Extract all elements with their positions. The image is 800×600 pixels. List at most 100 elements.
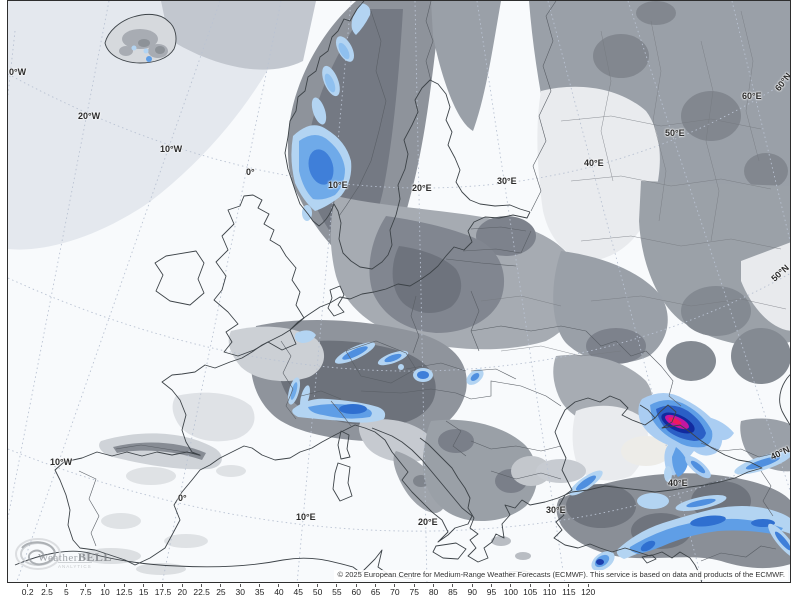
- tick-label: 17.5: [154, 587, 172, 597]
- colorbar-tick: 17.5: [153, 584, 172, 597]
- graticule-label: 20°E: [412, 183, 432, 193]
- colorbar-scale: 0.2 2.5 5 7.5 10 12.5 15 17.5 20 22.5 25…: [18, 584, 598, 597]
- tick-mark: [162, 584, 164, 587]
- tick-mark: [510, 584, 512, 587]
- colorbar-tick: 75: [405, 584, 424, 597]
- tick-label: 0.2: [21, 587, 34, 597]
- weatherbell-logo: WeatherBELL ANALYTICS: [12, 534, 111, 576]
- colorbar-tick: 120: [579, 584, 598, 597]
- tick-label: 22.5: [193, 587, 210, 597]
- tick-mark: [375, 584, 377, 587]
- tick-label: 120: [581, 587, 596, 597]
- colorbar-tick: 85: [443, 584, 462, 597]
- tick-label: 7.5: [79, 587, 92, 597]
- tick-label: 25: [216, 587, 226, 597]
- graticule-label: 30°E: [497, 176, 517, 186]
- colorbar-tick: 80: [424, 584, 443, 597]
- tick-mark: [220, 584, 222, 587]
- tick-label: 15: [138, 587, 149, 597]
- tick-mark: [239, 584, 241, 587]
- tick-mark: [259, 584, 261, 587]
- colorbar-tick: 95: [482, 584, 501, 597]
- europe-weather-map: 0°W 20°W 10°W 0° 10°E 20°E 30°E 40°E 50°E 60°E 60°…: [7, 0, 791, 583]
- tick-mark: [317, 584, 319, 587]
- colorbar-tick: 7.5: [76, 584, 95, 597]
- tick-label: 110: [542, 587, 557, 597]
- graticule-label: 60°E: [742, 91, 762, 101]
- tick-label: 65: [370, 587, 381, 597]
- tick-label: 12.5: [116, 587, 133, 597]
- tick-label: 60: [351, 587, 361, 597]
- intense-precip-cell: [638, 393, 734, 479]
- tick-label: 70: [390, 587, 400, 597]
- colorbar-tick: 115: [559, 584, 578, 597]
- graticule-label: 20°W: [78, 111, 101, 121]
- tick-label: 30: [235, 587, 245, 597]
- colorbar-tick: 25: [211, 584, 230, 597]
- tick-label: 95: [486, 587, 497, 597]
- tick-mark: [529, 584, 531, 587]
- tick-mark: [433, 584, 435, 587]
- colorbar-tick: 2.5: [37, 584, 56, 597]
- tick-label: 85: [448, 587, 458, 597]
- cloud-shading: [8, 1, 790, 575]
- colorbar-tick: 55: [327, 584, 346, 597]
- tick-mark: [452, 584, 454, 587]
- colorbar-tick: 10: [95, 584, 114, 597]
- tick-mark: [27, 584, 29, 587]
- tick-label: 80: [428, 587, 439, 597]
- country-borders: [78, 1, 777, 562]
- tick-mark: [355, 584, 357, 587]
- colorbar-tick: 22.5: [192, 584, 211, 597]
- colorbar-tick: 12.5: [115, 584, 134, 597]
- graticule-label: 0°W: [9, 67, 27, 77]
- tick-label: 5: [63, 587, 69, 597]
- graticule-label: 10°W: [160, 144, 183, 154]
- tick-mark: [491, 584, 493, 587]
- tick-label: 115: [562, 587, 576, 597]
- weatherbell-swirl-icon: [15, 538, 61, 570]
- ecmwf-attribution: © 2025 European Centre for Medium-Range …: [334, 570, 788, 580]
- tick-mark: [65, 584, 67, 587]
- graticule-label: 10°E: [328, 180, 348, 190]
- tick-label: 75: [409, 587, 419, 597]
- graticule-label: 0°: [246, 167, 255, 177]
- coastlines: [14, 1, 790, 582]
- tick-label: 100: [503, 587, 518, 597]
- tick-mark: [201, 584, 203, 587]
- graticule-label: 50°E: [665, 128, 685, 138]
- colorbar-tick: 60: [347, 584, 366, 597]
- colorbar-tick: 20: [173, 584, 192, 597]
- tick-mark: [85, 584, 87, 587]
- tick-mark: [587, 584, 589, 587]
- tick-mark: [549, 584, 551, 587]
- tick-label: 105: [523, 587, 538, 597]
- colorbar-tick: 70: [385, 584, 404, 597]
- tick-mark: [471, 584, 473, 587]
- colorbar-tick: 0.2: [18, 584, 37, 597]
- tick-mark: [394, 584, 396, 587]
- colorbar-tick: 110: [540, 584, 559, 597]
- graticule-label: 10°E: [296, 512, 316, 522]
- graticule-label: 10°W: [50, 457, 73, 467]
- tick-mark: [123, 584, 125, 587]
- colorbar-tick: 5: [57, 584, 76, 597]
- tick-mark: [278, 584, 280, 587]
- colorbar-tick: 40: [269, 584, 288, 597]
- tick-label: 40: [274, 587, 284, 597]
- admin-borders: [480, 10, 787, 357]
- tick-label: 55: [332, 587, 342, 597]
- graticule-label: 0°: [178, 493, 187, 503]
- colorbar-tick: 50: [308, 584, 327, 597]
- precipitation-areas: [131, 3, 790, 571]
- tick-mark: [568, 584, 570, 587]
- tick-mark: [413, 584, 415, 587]
- graticule-label: 40°E: [668, 478, 688, 488]
- graticule-label: 20°E: [418, 517, 438, 527]
- graticule-label: 40°E: [584, 158, 604, 168]
- colorbar-tick: 100: [501, 584, 520, 597]
- tick-mark: [297, 584, 299, 587]
- tick-mark: [181, 584, 183, 587]
- colorbar-tick: 90: [463, 584, 482, 597]
